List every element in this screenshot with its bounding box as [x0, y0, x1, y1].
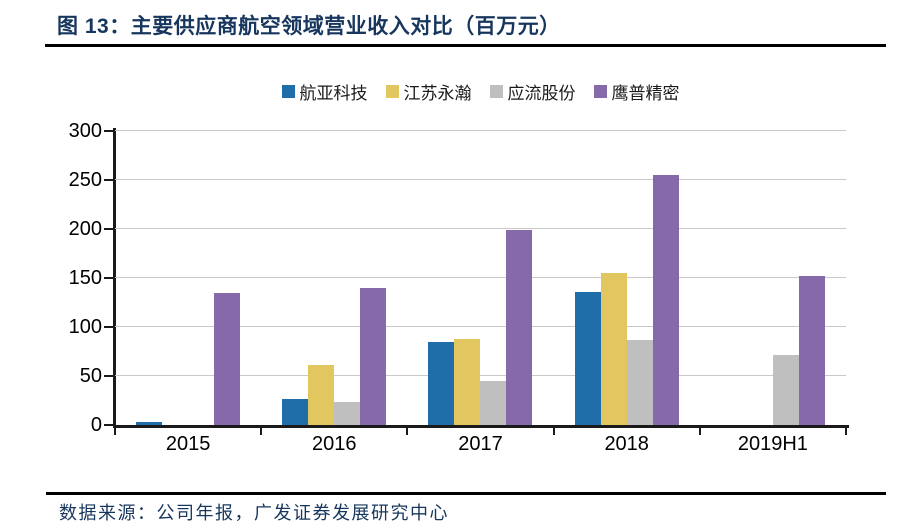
legend-swatch-icon	[593, 85, 607, 98]
y-tick-label-300: 300	[68, 120, 102, 142]
bar-鹰普精密-2017	[506, 229, 533, 425]
source-divider-rule	[46, 492, 886, 495]
plot-area	[115, 130, 846, 425]
title-underline-rule	[45, 44, 886, 47]
bar-航亚科技-2018	[574, 291, 601, 425]
legend-item-2: 应流股份	[489, 79, 576, 104]
bar-鹰普精密-2019H1	[798, 276, 825, 425]
x-tick-label-2019H1: 2019H1	[737, 433, 808, 455]
source-text: 数据来源：公司年报，广发证券发展研究中心	[59, 503, 449, 523]
gridline-250	[115, 179, 846, 180]
x-tick-label-2018: 2018	[604, 433, 649, 455]
legend-swatch-icon	[281, 85, 295, 98]
y-tick-label-50: 50	[79, 365, 102, 387]
bar-航亚科技-2016	[282, 398, 309, 425]
bar-航亚科技-2015	[136, 422, 163, 425]
bar-应流股份-2017	[480, 380, 507, 425]
y-tick-mark-200	[104, 228, 113, 230]
legend-item-1: 江苏永瀚	[385, 79, 472, 104]
bar-鹰普精密-2018	[652, 175, 679, 425]
bar-航亚科技-2017	[428, 341, 455, 425]
bar-江苏永瀚-2018	[600, 273, 627, 425]
bar-应流股份-2019H1	[772, 355, 799, 425]
x-axis-line	[113, 425, 849, 428]
legend-swatch-icon	[489, 85, 503, 98]
legend-label: 鹰普精密	[611, 84, 680, 103]
gridline-100	[115, 326, 846, 327]
gridline-200	[115, 228, 846, 229]
bar-江苏永瀚-2016	[308, 365, 335, 425]
y-tick-label-250: 250	[68, 169, 102, 191]
x-tick-mark-3	[552, 428, 555, 435]
gridline-300	[115, 130, 846, 131]
bar-鹰普精密-2015	[214, 292, 241, 425]
bar-江苏永瀚-2017	[454, 338, 481, 425]
x-tick-mark-2	[406, 428, 409, 435]
x-tick-mark-5	[845, 428, 847, 435]
legend-swatch-icon	[385, 85, 399, 98]
y-tick-label-100: 100	[68, 316, 102, 338]
legend-item-3: 鹰普精密	[593, 79, 680, 104]
y-tick-label-0: 0	[90, 414, 102, 436]
legend-item-0: 航亚科技	[281, 79, 368, 104]
bar-鹰普精密-2016	[360, 287, 387, 425]
bar-group-2016	[261, 131, 407, 425]
bar-group-2019H1	[700, 131, 846, 425]
legend-label: 应流股份	[507, 84, 576, 103]
y-axis-line	[113, 128, 116, 427]
bar-应流股份-2016	[334, 402, 361, 425]
x-tick-label-2015: 2015	[165, 433, 211, 455]
gridline-150	[115, 277, 846, 278]
x-tick-mark-4	[698, 428, 701, 435]
legend-label: 江苏永瀚	[403, 84, 472, 103]
y-tick-label-200: 200	[68, 218, 102, 240]
y-tick-mark-250	[104, 179, 113, 181]
figure-title: 图 13：主要供应商航空领域营业收入对比（百万元）	[57, 15, 561, 38]
legend-label: 航亚科技	[299, 84, 368, 103]
bar-应流股份-2018	[626, 339, 653, 425]
x-tick-mark-0	[114, 428, 116, 435]
bar-group-2018	[554, 131, 700, 425]
y-tick-mark-100	[104, 326, 113, 328]
y-tick-mark-300	[104, 130, 113, 132]
y-tick-mark-150	[104, 277, 113, 279]
x-tick-label-2017: 2017	[458, 433, 503, 455]
y-tick-mark-50	[104, 375, 113, 377]
bar-group-2015	[115, 131, 261, 425]
x-tick-label-2016: 2016	[312, 433, 357, 455]
bar-group-2017	[407, 131, 553, 425]
gridline-50	[115, 375, 846, 376]
y-tick-mark-0	[104, 424, 113, 426]
x-tick-mark-1	[260, 428, 263, 435]
y-tick-label-150: 150	[68, 267, 102, 289]
chart-legend: 航亚科技 江苏永瀚 应流股份 鹰普精密	[115, 79, 846, 104]
x-axis-labels: 2015 2016 2017 2018 2019H1	[115, 433, 846, 456]
